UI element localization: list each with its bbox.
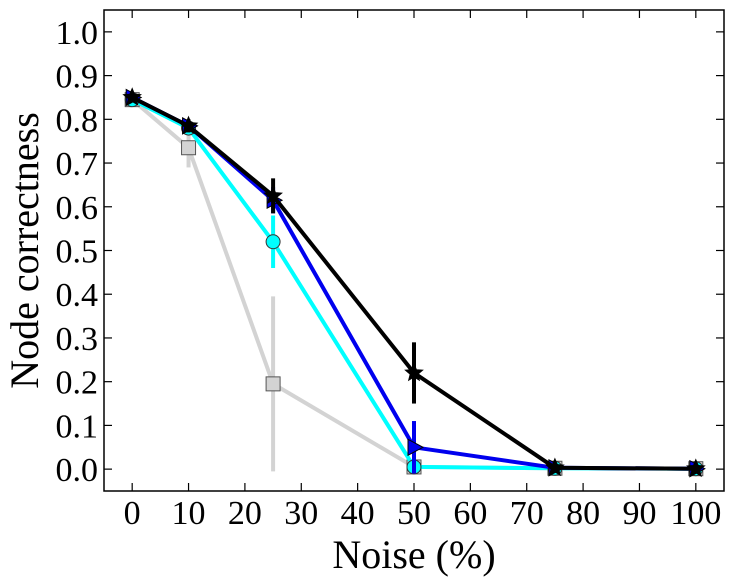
x-tick-label: 60 [453,495,487,532]
y-tick-label: 0.4 [56,277,99,314]
y-axis-title: Node correctness [2,112,47,389]
data-point [407,438,425,457]
x-tick-label: 20 [228,495,262,532]
y-tick-label: 0.9 [56,59,99,96]
y-axis-ticks: 0.0 0.1 0.2 0.3 0.4 0.5 0.6 0.7 0.8 0.9 1.0 [56,15,724,489]
x-axis-title: Noise (%) [332,532,495,577]
y-tick-label: 0.5 [56,234,99,271]
series-line [131,97,696,471]
x-tick-label: 100 [670,495,721,532]
x-tick-label: 70 [510,495,544,532]
x-tick-label: 30 [284,495,318,532]
data-point [404,362,424,382]
series-circle [124,92,704,477]
x-tick-label: 40 [341,495,375,532]
y-tick-label: 1.0 [56,15,99,52]
y-tick-label: 0.8 [56,102,99,139]
plot-frame [103,9,725,492]
y-tick-label: 0.7 [56,146,99,183]
data-point [265,234,281,250]
data-point [265,376,281,392]
series-line [131,95,696,471]
y-tick-label: 0.6 [56,190,99,227]
series-line [130,98,696,471]
x-tick-label: 10 [172,495,206,532]
data-point [122,87,142,106]
data-point [686,458,706,478]
series-square [124,92,704,477]
x-tick-label: 90 [622,495,656,532]
y-tick-label: 0.1 [56,408,99,445]
data-point [178,115,199,135]
y-tick-label: 0.0 [56,452,99,489]
y-tick-label: 0.3 [56,321,99,358]
series-star [122,87,706,478]
data-point [263,185,283,205]
y-tick-label: 0.2 [56,365,99,402]
x-tick-label: 0 [124,495,141,532]
series-line [131,95,696,471]
data-point [181,140,197,156]
series-layer [122,87,706,478]
data-point [545,457,565,477]
x-tick-label: 50 [397,495,431,532]
x-axis-ticks: 0 10 20 30 40 50 60 70 80 90 100 [124,10,721,532]
x-tick-label: 80 [566,495,600,532]
